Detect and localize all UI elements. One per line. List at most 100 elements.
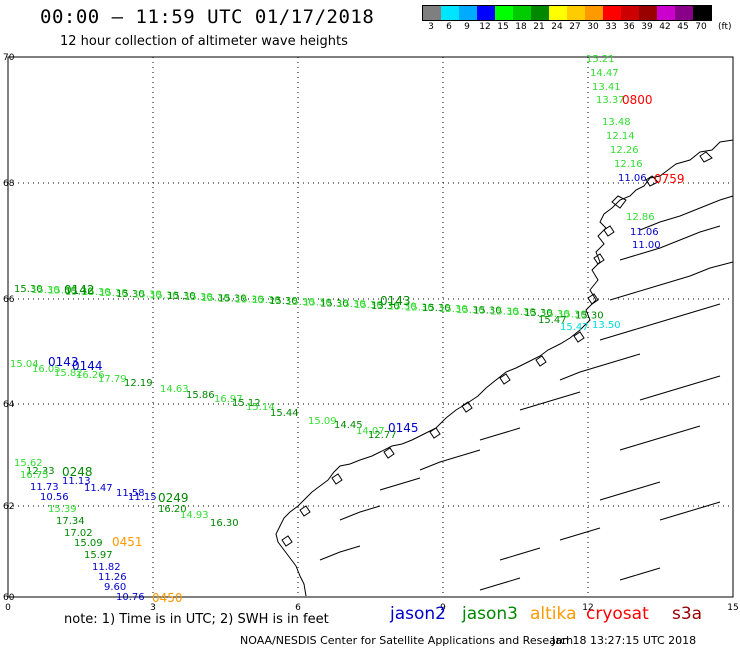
legend-label: 18: [515, 22, 527, 32]
latitude-tick-label: 68: [3, 179, 15, 189]
wave-height-label: 13.48: [602, 117, 631, 128]
wave-height-label: 15.30: [490, 306, 519, 317]
wave-height-label: 15.47: [538, 315, 567, 326]
wave-height-label: 15.30: [184, 292, 213, 303]
wave-height-label: 17.34: [56, 516, 85, 527]
longitude-tick-label: 3: [150, 603, 156, 613]
wave-height-label: 11.58: [116, 488, 145, 499]
wave-height-label: 16.20: [158, 504, 187, 515]
wave-height-label: 15.30: [150, 290, 179, 301]
legend-swatch: [441, 6, 459, 20]
wave-height-label: 15.30: [456, 305, 485, 316]
wave-height-label: 15.44: [270, 408, 299, 419]
wave-height-label: 13.41: [592, 82, 621, 93]
wave-height-label: 15.30: [541, 309, 570, 320]
legend-label: 39: [641, 22, 653, 32]
longitude-labels: 0 3 6 9 12 15: [5, 603, 739, 613]
wave-height-label: 15.30: [82, 287, 111, 298]
wave-height-label: 12.77: [368, 430, 397, 441]
wave-height-label: 12.19: [124, 378, 153, 389]
longitude-tick-label: 6: [295, 603, 301, 613]
footer-note: note: 1) Time is in UTC; 2) SWH is in fe…: [64, 612, 329, 627]
pass-time-label: 0144: [72, 359, 103, 373]
sat-label-s3a: s3a: [672, 604, 703, 624]
wave-height-label: 15.30: [235, 294, 264, 305]
legend-swatch: [567, 6, 585, 20]
legend-label: 33: [605, 22, 617, 32]
wave-height-label: 15.30: [405, 302, 434, 313]
wave-height-label: 10.56: [40, 492, 69, 503]
wave-height-label: 15.30: [524, 308, 553, 319]
wave-height-label: 15.30: [14, 284, 43, 295]
wave-height-label: 11.82: [92, 562, 121, 573]
legend-swatch: [603, 6, 621, 20]
wave-height-label: 17.02: [64, 528, 93, 539]
legend-swatch: [459, 6, 477, 20]
wave-height-label: 14.45: [334, 420, 363, 431]
wave-height-label: 15.30: [320, 298, 349, 309]
pass-time-label: 0143: [48, 355, 79, 369]
wave-height-label: 15.30: [99, 288, 128, 299]
color-legend: [422, 5, 712, 21]
wave-height-label: 15.30: [48, 286, 77, 297]
legend-swatch: [639, 6, 657, 20]
latitude-tick-label: 62: [3, 502, 14, 512]
wave-height-label: 15.30: [575, 310, 604, 321]
legend-label: 21: [533, 22, 545, 32]
legend-swatch: [621, 6, 639, 20]
wave-height-label: 11.06: [618, 173, 647, 184]
wave-height-label: 15.30: [473, 306, 502, 317]
wave-height-label: 11.73: [30, 482, 59, 493]
sat-label-jason2: jason2: [390, 604, 446, 624]
page-title: 00:00 – 11:59 UTC 01/17/2018: [40, 6, 375, 28]
wave-height-label: 13.50: [592, 320, 621, 331]
timestamp-text: Jan 18 13:27:15 UTC 2018: [552, 634, 697, 647]
wave-height-label: 12.16: [614, 159, 643, 170]
wave-height-label: 15.30: [218, 294, 247, 305]
legend-swatch: [585, 6, 603, 20]
sat-label-jason3: jason3: [462, 604, 518, 624]
wave-height-label: 15.12: [232, 398, 261, 409]
wave-height-label: 14.07: [356, 426, 385, 437]
pass-time-label: 0451: [112, 535, 143, 549]
legend-swatch: [513, 6, 531, 20]
page-subtitle: 12 hour collection of altimeter wave hei…: [60, 34, 348, 49]
legend-label: 6: [446, 22, 452, 32]
latitude-tick-label: 66: [3, 295, 15, 305]
legend-label: 36: [623, 22, 635, 32]
legend-swatch: [531, 6, 549, 20]
wave-height-label: 12.14: [606, 131, 635, 142]
wave-height-label: 14.47: [590, 68, 619, 79]
graticule: [8, 57, 733, 597]
wave-height-label: 16.75: [20, 470, 49, 481]
pass-time-label: 0142: [64, 283, 95, 297]
wave-height-label: 12.26: [610, 145, 639, 156]
wave-height-label: 15.30: [65, 286, 94, 297]
legend-label: 27: [569, 22, 581, 32]
color-legend-labels: 3 6 9 12 15 18 21 24 27 30 33 36 39 42 45 70: [422, 22, 710, 32]
legend-label: 42: [659, 22, 671, 32]
legend-swatch: [549, 6, 567, 20]
wave-height-label: 15.39: [48, 504, 77, 515]
wave-height-label: 11.00: [632, 240, 661, 251]
credit-text: NOAA/NESDIS Center for Satellite Applica…: [240, 634, 574, 647]
legend-swatch: [495, 6, 513, 20]
wave-height-label: 15.30: [286, 297, 315, 308]
longitude-tick-label: 9: [440, 603, 446, 613]
sat-label-altika: altika: [530, 604, 577, 624]
wave-height-label: 15.21: [586, 54, 615, 65]
wave-height-label: 15.04: [10, 359, 39, 370]
wave-height-label: 15.30: [422, 303, 451, 314]
wave-height-label: 15.30: [354, 300, 383, 311]
longitude-tick-label: 12: [582, 603, 593, 613]
wave-height-label: 15.30: [439, 304, 468, 315]
wave-height-label: 15.30: [371, 301, 400, 312]
wave-height-label: 10.76: [116, 592, 145, 603]
wave-height-label: 15.09: [308, 416, 337, 427]
wave-height-label: 15.30: [201, 293, 230, 304]
wave-height-label: 16.05: [32, 364, 61, 375]
legend-swatch: [657, 6, 675, 20]
wave-height-label: 14.93: [180, 510, 209, 521]
wave-height-label: 12.86: [626, 212, 655, 223]
